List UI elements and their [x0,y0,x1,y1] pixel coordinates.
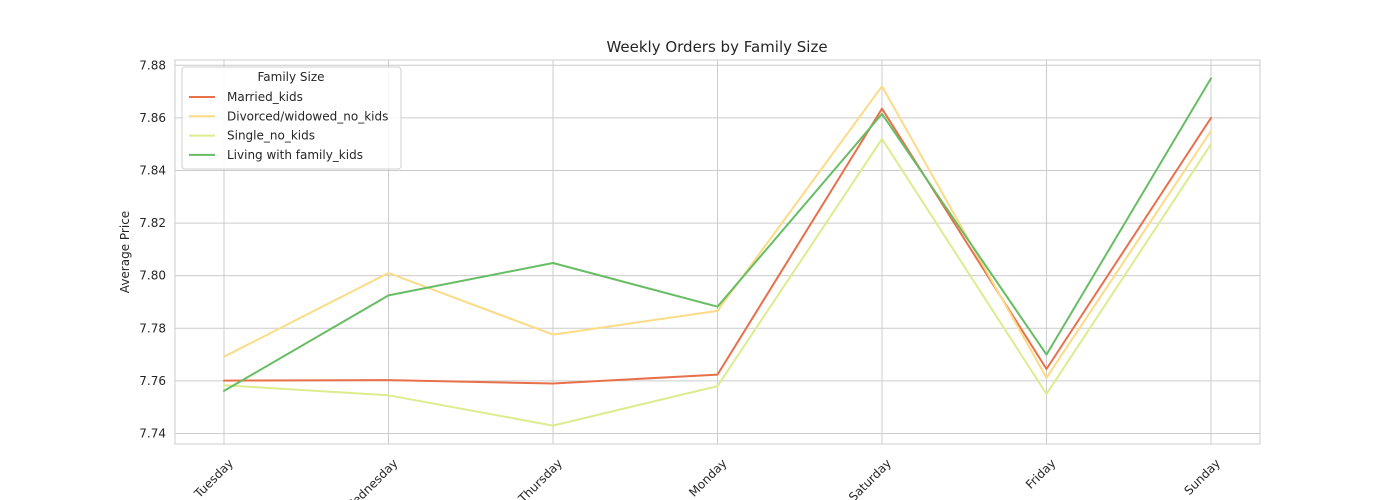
y-axis-ticks: 7.74 7.76 7.78 7.80 7.82 7.84 7.86 7.88 [139,58,166,440]
legend-label: Divorced/widowed_no_kids [227,109,388,123]
x-tick-label: Saturday [846,456,894,500]
x-tick-label: Wednesday [342,456,401,500]
y-tick-label: 7.74 [139,426,166,440]
legend-label: Living with family_kids [227,148,363,162]
legend: Family Size Married_kids Divorced/widowed… [181,66,402,170]
y-tick-label: 7.78 [139,321,166,335]
series-line [223,107,1212,385]
legend-items: Married_kids Divorced/widowed_no_kids Sing… [189,90,388,162]
series-line [223,85,1212,379]
series-lines [223,77,1212,427]
legend-label: Single_no_kids [227,129,315,143]
legend-box [181,66,402,170]
y-tick-label: 7.86 [139,111,166,125]
y-tick-label: 7.80 [139,269,166,283]
x-tick-label: Friday [1023,456,1059,492]
x-axis-ticks: Tuesday Wednesday Thursday Monday Saturday Fr… [191,456,1223,500]
x-tick-label: Tuesday [191,456,236,500]
plot-area [174,59,1261,445]
y-tick-label: 7.76 [139,374,166,388]
x-tick-label: Thursday [515,456,565,500]
y-tick-label: 7.84 [139,163,166,177]
y-tick-label: 7.82 [139,216,166,230]
chart-title: Weekly Orders by Family Size [606,38,827,56]
x-tick-label: Monday [686,456,729,499]
series-line [223,137,1212,427]
series-line [223,77,1212,392]
legend-title: Family Size [257,70,324,84]
x-tick-label: Sunday [1181,456,1223,498]
y-axis-label: Average Price [118,211,132,293]
legend-label: Married_kids [227,90,303,104]
y-tick-label: 7.88 [139,58,166,72]
